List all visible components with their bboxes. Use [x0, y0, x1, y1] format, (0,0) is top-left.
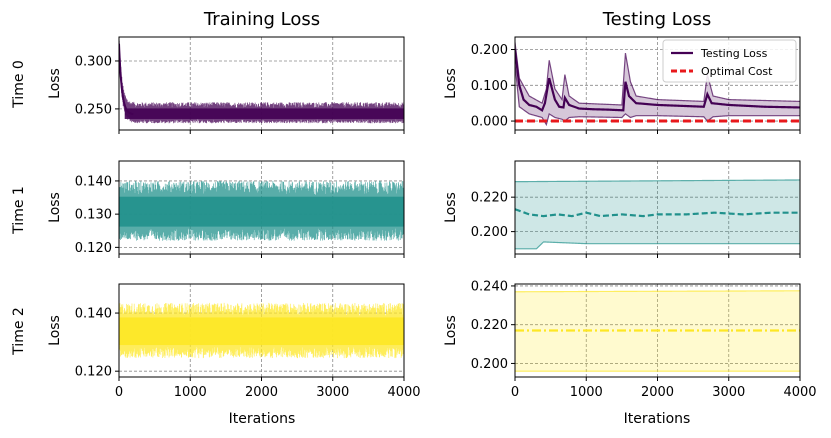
- plot-area: [119, 161, 404, 254]
- y-axis-label: Loss: [47, 192, 63, 223]
- xlabel-test: Iterations: [624, 411, 691, 427]
- testing-loss-mean: [515, 49, 800, 112]
- training-loss-core: [124, 108, 404, 119]
- title-testing-loss: Testing Loss: [602, 9, 711, 30]
- y-tick-label: 0.120: [75, 365, 112, 380]
- testing-loss-upper: [515, 290, 800, 293]
- panel-train-time-2: 0.120 0.140 0 1000 2000 3000 4000 Loss: [47, 283, 421, 400]
- legend: Testing Loss Optimal Cost: [662, 39, 797, 83]
- testing-loss-mean: [515, 208, 800, 218]
- x-tick-label: 0: [511, 385, 519, 400]
- y-tick-label: 0.140: [75, 174, 112, 189]
- plot-area: [119, 37, 404, 130]
- x-tick-label: 3000: [712, 385, 745, 400]
- panel-train-time-1: 0.120 0.130 0.140 Loss: [47, 160, 405, 258]
- y-axis-label: Loss: [443, 192, 459, 223]
- y-tick-label: 0.220: [471, 191, 508, 206]
- y-tick-label: 0.220: [471, 318, 508, 333]
- x-tick-label: 2000: [641, 385, 674, 400]
- panel-test-time-0: 0.000 0.100 0.200 Loss Testing Loss Optimal C…: [443, 36, 801, 134]
- x-tick-label: 1000: [174, 385, 207, 400]
- y-tick-label: 0.120: [75, 241, 112, 256]
- testing-loss-upper: [515, 179, 800, 183]
- y-axis-label: Loss: [47, 68, 63, 99]
- plot-area: [119, 284, 404, 377]
- x-tick-label: 0: [115, 385, 123, 400]
- x-tick-label: 4000: [783, 385, 816, 400]
- y-tick-label: 0.240: [471, 279, 508, 294]
- plot-area: [515, 161, 800, 254]
- panel-test-time-2: 0.200 0.220 0.240 0 1000 2000 3000 4000 Loss: [443, 279, 817, 400]
- row-label-time-2: Time 2: [11, 307, 27, 356]
- y-tick-label: 0.140: [75, 307, 112, 322]
- y-tick-label: 0.300: [75, 54, 112, 69]
- row-label-time-1: Time 1: [11, 186, 27, 235]
- x-tick-label: 1000: [570, 385, 603, 400]
- legend-label-testing: Testing Loss: [700, 47, 768, 60]
- y-axis-label: Loss: [443, 315, 459, 346]
- y-axis-label: Loss: [443, 68, 459, 99]
- panel-train-time-0: 0.250 0.300 Loss: [47, 36, 405, 134]
- panel-test-time-1: 0.200 0.220 Loss: [443, 160, 801, 258]
- y-tick-label: 0.250: [75, 102, 112, 117]
- testing-loss-upper: [515, 42, 800, 106]
- x-tick-label: 2000: [245, 385, 278, 400]
- training-loss-core: [119, 196, 404, 227]
- y-tick-label: 0.200: [471, 225, 508, 240]
- y-tick-label: 0.130: [75, 208, 112, 223]
- y-axis-label: Loss: [47, 315, 63, 346]
- y-tick-label: 0.200: [471, 357, 508, 372]
- y-tick-label: 0.000: [471, 115, 508, 130]
- x-tick-label: 4000: [387, 385, 420, 400]
- testing-loss-lower: [515, 63, 800, 127]
- training-loss-core: [119, 317, 404, 346]
- plot-area: [515, 284, 800, 377]
- y-tick-label: 0.100: [471, 79, 508, 94]
- y-tick-label: 0.200: [471, 43, 508, 58]
- training-loss-initial-drop: [119, 43, 134, 116]
- legend-label-optimal: Optimal Cost: [701, 65, 773, 78]
- x-tick-label: 3000: [316, 385, 349, 400]
- title-training-loss: Training Loss: [203, 9, 320, 30]
- testing-loss-lower: [515, 241, 800, 250]
- legend-box: [662, 39, 797, 83]
- xlabel-train: Iterations: [229, 411, 296, 427]
- row-label-time-0: Time 0: [11, 60, 27, 109]
